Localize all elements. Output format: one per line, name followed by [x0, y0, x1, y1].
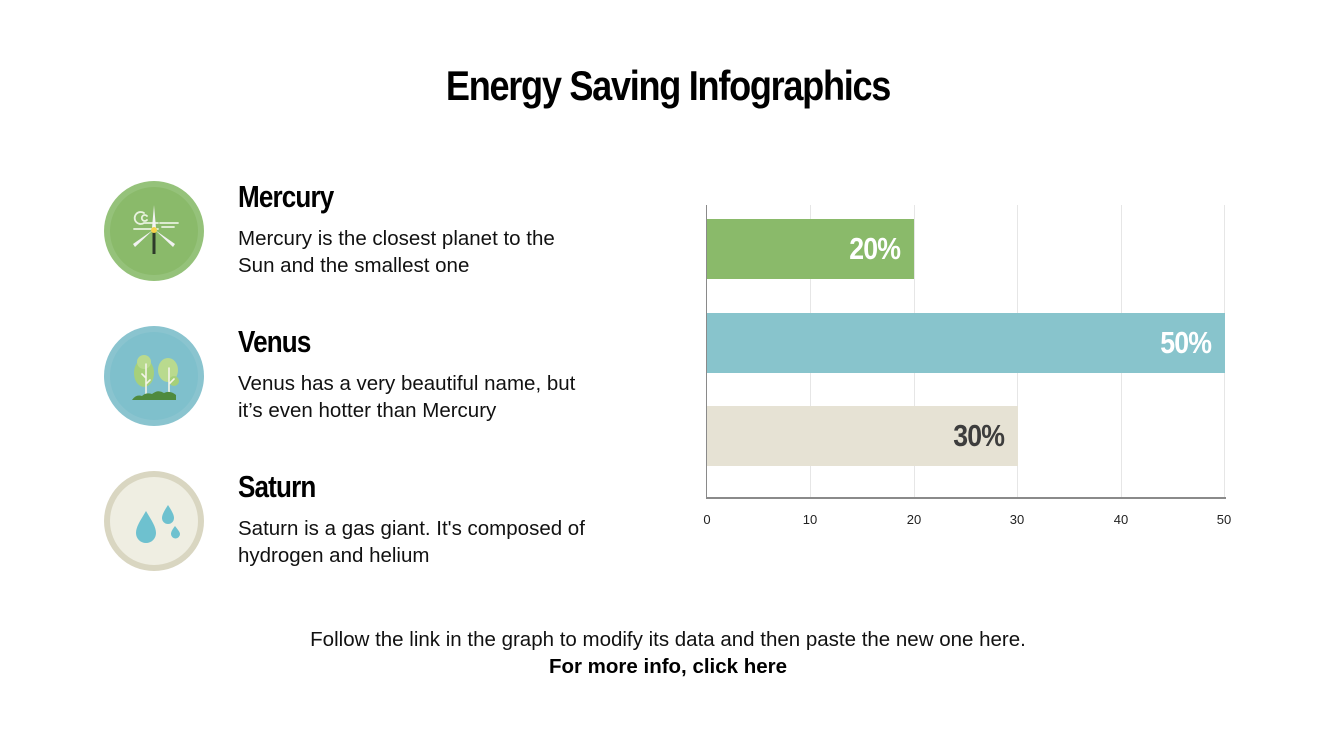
list-item-saturn: Saturn Saturn is a gas giant. It's compo… — [104, 469, 644, 571]
x-tick: 40 — [1113, 512, 1129, 527]
wind-turbine-icon — [104, 181, 204, 281]
list-item-mercury: Mercury Mercury is the closest planet to… — [104, 179, 644, 281]
item-description: Mercury is the closest planet to the Sun… — [238, 225, 638, 279]
trees-icon — [104, 326, 204, 426]
x-axis — [706, 497, 1226, 499]
item-description: Saturn is a gas giant. It's composed of … — [238, 515, 638, 569]
bar-label: 50% — [1160, 325, 1212, 360]
desc-line: hydrogen and helium — [238, 544, 430, 567]
item-title: Venus — [238, 324, 311, 359]
item-title: Saturn — [238, 469, 316, 504]
more-info-link[interactable]: For more info, click here — [548, 655, 788, 678]
x-tick: 20 — [906, 512, 922, 527]
footer-note: Follow the link in the graph to modify i… — [310, 628, 1026, 651]
bar-saturn[interactable]: 30% — [707, 406, 1018, 466]
x-tick: 10 — [802, 512, 818, 527]
list-item-venus: Venus Venus has a very beautiful name, b… — [104, 324, 644, 426]
water-drops-icon — [104, 471, 204, 571]
x-tick: 50 — [1216, 512, 1232, 527]
x-tick: 0 — [703, 512, 711, 527]
bar-mercury[interactable]: 20% — [707, 219, 914, 279]
desc-line: Saturn is a gas giant. It's composed of — [238, 517, 585, 540]
bar-venus[interactable]: 50% — [707, 313, 1225, 373]
bar-label: 20% — [849, 231, 901, 266]
item-title: Mercury — [238, 179, 334, 214]
bar-label: 30% — [953, 418, 1005, 453]
desc-line: Sun and the smallest one — [238, 254, 470, 277]
x-tick: 30 — [1009, 512, 1025, 527]
page-title: Energy Saving Infographics — [445, 62, 891, 109]
item-description: Venus has a very beautiful name, but it’… — [238, 370, 638, 424]
desc-line: Mercury is the closest planet to the — [238, 227, 555, 250]
desc-line: Venus has a very beautiful name, but — [238, 372, 576, 395]
desc-line: it’s even hotter than Mercury — [238, 399, 497, 422]
